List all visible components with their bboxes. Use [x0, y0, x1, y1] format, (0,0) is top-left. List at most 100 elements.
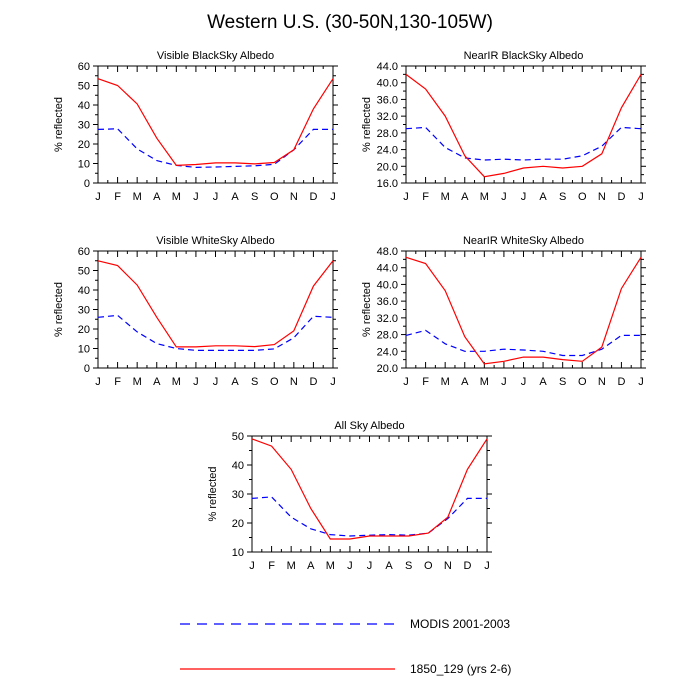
x-tick-label: D: [617, 191, 625, 203]
x-tick-label: J: [501, 191, 507, 203]
y-axis-label: % reflected: [53, 97, 65, 152]
y-tick-label: 50: [78, 81, 90, 93]
x-tick-label: J: [95, 191, 101, 203]
x-tick-label: J: [330, 191, 336, 203]
x-tick-label: J: [501, 376, 507, 388]
x-tick-label: F: [114, 376, 121, 388]
x-tick-label: M: [480, 376, 489, 388]
x-tick-label: D: [463, 560, 471, 572]
x-tick-label: J: [521, 376, 527, 388]
x-tick-label: M: [480, 191, 489, 203]
y-tick-label: 28.0: [377, 330, 398, 342]
y-tick-label: 20: [232, 518, 244, 530]
panel-title: NearIR WhiteSky Albedo: [463, 235, 584, 247]
panel-title: Visible WhiteSky Albedo: [156, 235, 274, 247]
x-tick-label: J: [249, 560, 255, 572]
legend-label-modis: MODIS 2001-2003: [410, 617, 510, 631]
y-tick-label: 20: [78, 324, 90, 336]
series-line-model: [97, 78, 334, 167]
x-tick-label: S: [251, 376, 258, 388]
x-tick-label: O: [270, 376, 279, 388]
x-tick-label: J: [330, 376, 336, 388]
y-tick-label: 60: [78, 61, 90, 73]
y-tick-label: 40: [78, 100, 90, 112]
y-tick-label: 20: [78, 139, 90, 151]
x-tick-label: S: [559, 376, 566, 388]
x-tick-label: D: [309, 191, 317, 203]
x-tick-label: O: [424, 560, 433, 572]
y-tick-label: 30: [78, 120, 90, 132]
y-tick-label: 48.0: [377, 246, 398, 258]
x-tick-label: M: [172, 191, 181, 203]
x-tick-label: M: [441, 191, 450, 203]
x-tick-label: J: [403, 191, 409, 203]
y-tick-label: 60: [78, 246, 90, 258]
y-tick-label: 0: [84, 363, 90, 375]
x-tick-label: M: [133, 376, 142, 388]
y-tick-label: 40: [232, 460, 244, 472]
x-tick-label: M: [326, 560, 335, 572]
x-tick-label: J: [484, 560, 490, 572]
y-tick-label: 44.0: [377, 263, 398, 275]
series-line-model: [251, 438, 488, 540]
y-tick-label: 32.0: [377, 111, 398, 123]
x-tick-label: A: [385, 560, 393, 572]
legend: MODIS 2001-2003 1850_129 (yrs 2-6): [180, 617, 511, 676]
x-tick-label: S: [559, 191, 566, 203]
x-tick-label: O: [270, 191, 279, 203]
x-tick-label: A: [539, 191, 547, 203]
x-tick-label: M: [287, 560, 296, 572]
y-tick-label: 50: [232, 431, 244, 443]
x-tick-label: N: [598, 376, 606, 388]
y-tick-label: 10: [78, 344, 90, 356]
y-tick-label: 20.0: [377, 161, 398, 173]
y-tick-label: 50: [78, 266, 90, 278]
x-tick-label: A: [153, 376, 161, 388]
y-axis-label: % reflected: [53, 282, 65, 337]
x-tick-label: A: [461, 376, 469, 388]
x-tick-label: F: [422, 191, 429, 203]
y-tick-label: 24.0: [377, 346, 398, 358]
x-tick-label: J: [95, 376, 101, 388]
series-line-model: [97, 260, 334, 348]
x-tick-label: F: [422, 376, 429, 388]
y-tick-label: 0: [84, 178, 90, 190]
x-tick-label: N: [598, 191, 606, 203]
x-tick-label: J: [213, 376, 219, 388]
series-line-model: [405, 256, 642, 365]
x-tick-label: S: [251, 191, 258, 203]
x-tick-label: A: [153, 191, 161, 203]
x-tick-label: O: [578, 191, 587, 203]
y-tick-label: 20.0: [377, 363, 398, 375]
x-tick-label: D: [617, 376, 625, 388]
series-line-modis: [97, 128, 333, 169]
x-tick-label: S: [405, 560, 412, 572]
plot-frame: [97, 65, 334, 184]
panel-title: All Sky Albedo: [334, 420, 404, 432]
x-tick-label: M: [172, 376, 181, 388]
x-tick-label: A: [307, 560, 315, 572]
x-tick-label: A: [539, 376, 547, 388]
y-tick-label: 36.0: [377, 296, 398, 308]
x-tick-label: M: [133, 191, 142, 203]
x-tick-label: M: [441, 376, 450, 388]
y-axis-label: % reflected: [207, 466, 219, 521]
series-line-modis: [405, 329, 641, 357]
legend-label-model: 1850_129 (yrs 2-6): [410, 662, 511, 676]
x-tick-label: J: [193, 191, 199, 203]
x-tick-label: N: [444, 560, 452, 572]
plot-frame: [97, 250, 334, 369]
x-tick-label: A: [231, 376, 239, 388]
y-axis-label: % reflected: [361, 97, 373, 152]
x-tick-label: J: [213, 191, 219, 203]
x-tick-label: A: [461, 191, 469, 203]
x-tick-label: J: [638, 376, 644, 388]
x-tick-label: F: [114, 191, 121, 203]
y-tick-label: 16.0: [377, 178, 398, 190]
y-tick-label: 24.0: [377, 145, 398, 157]
x-tick-label: N: [290, 376, 298, 388]
